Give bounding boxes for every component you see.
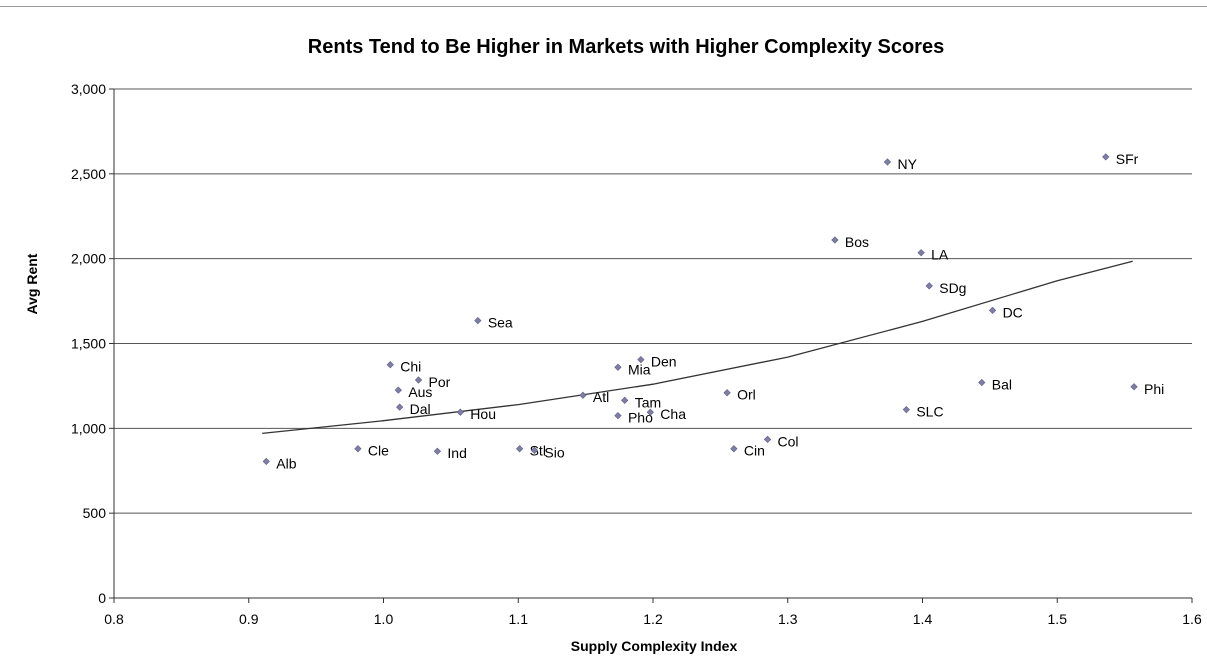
x-tick-label: 0.8 xyxy=(104,611,124,627)
data-point-marker xyxy=(763,435,772,443)
y-tick-label: 3,000 xyxy=(71,81,106,97)
data-point-marker xyxy=(579,391,587,399)
data-point-label: Ind xyxy=(447,445,466,461)
x-tick-label: 1.6 xyxy=(1182,611,1202,627)
y-axis-title: Avg Rent xyxy=(24,253,40,314)
data-point-label: Atl xyxy=(593,389,609,405)
data-point-label: SLC xyxy=(916,404,943,420)
data-point-label: NY xyxy=(897,156,917,172)
y-tick-label: 2,000 xyxy=(71,251,106,267)
y-tick-label: 0 xyxy=(98,590,106,606)
x-axis-title: Supply Complexity Index xyxy=(571,638,738,654)
data-point-label: SDg xyxy=(939,280,966,296)
data-point-label: Stl xyxy=(530,443,546,459)
data-point-marker xyxy=(730,445,738,453)
data-point-marker xyxy=(474,316,482,325)
data-point-marker xyxy=(262,457,270,466)
data-point-marker xyxy=(925,282,933,290)
data-point-label: LA xyxy=(931,247,949,263)
data-point-label: Pho xyxy=(628,410,653,426)
data-point-label: Hou xyxy=(470,406,496,422)
data-point-marker xyxy=(621,396,629,404)
data-point-marker xyxy=(646,408,654,416)
x-tick-label: 0.9 xyxy=(239,611,259,627)
y-tick-label: 2,500 xyxy=(71,166,106,182)
data-point-marker xyxy=(433,447,442,455)
data-point-label: Bal xyxy=(992,377,1012,393)
data-point-label: SFr xyxy=(1116,151,1139,167)
data-point-marker xyxy=(386,361,394,369)
x-tick-label: 1.5 xyxy=(1048,611,1068,627)
data-point-marker xyxy=(614,411,622,420)
x-tick-label: 1.2 xyxy=(643,611,663,627)
data-point-marker xyxy=(902,406,910,414)
data-point-label: Por xyxy=(429,374,451,390)
data-point-label: Col xyxy=(778,433,799,449)
y-tick-label: 500 xyxy=(83,505,107,521)
data-point-label: DC xyxy=(1003,304,1023,320)
data-point-label: Chi xyxy=(400,359,421,375)
x-tick-label: 1.4 xyxy=(913,611,933,627)
top-divider xyxy=(0,6,1207,7)
data-point-label: Dal xyxy=(410,401,431,417)
x-tick-label: 1.0 xyxy=(374,611,394,627)
data-point-label: Den xyxy=(651,354,677,370)
x-tick-label: 1.1 xyxy=(509,611,529,627)
data-point-marker xyxy=(1130,383,1138,391)
data-point-label: Cle xyxy=(368,443,389,459)
data-point-label: Aus xyxy=(408,384,432,400)
data-point-marker xyxy=(637,355,645,364)
data-point-label: Alb xyxy=(276,455,296,471)
data-point-marker xyxy=(1102,153,1110,161)
chart-title: Rents Tend to Be Higher in Markets with … xyxy=(308,36,944,58)
data-point-label: Sio xyxy=(544,444,564,460)
data-point-marker xyxy=(917,249,925,257)
data-point-marker xyxy=(515,445,524,453)
y-tick-label: 1,500 xyxy=(71,336,106,352)
data-point-marker xyxy=(396,403,404,411)
data-point-label: Phi xyxy=(1144,381,1164,397)
axes: 0 500 1,000 1,500 2,000 2,500 3,000 0.8 0.9 1.0 1.… xyxy=(71,81,1202,627)
data-point-marker xyxy=(530,446,539,455)
data-point-label: Mia xyxy=(628,361,651,377)
data-point-label: Sea xyxy=(488,315,513,331)
data-point-marker xyxy=(354,445,362,453)
data-point-label: Bos xyxy=(845,234,869,250)
data-point-marker xyxy=(978,378,986,387)
data-point-marker xyxy=(456,408,464,416)
trendline-group xyxy=(262,260,1133,435)
data-point-label: Cha xyxy=(660,406,686,422)
data-point-marker xyxy=(831,236,839,244)
data-point-marker xyxy=(883,158,892,166)
data-point-label: Tam xyxy=(635,394,661,410)
data-point-marker xyxy=(394,386,402,394)
data-point-marker xyxy=(988,306,997,315)
trendline xyxy=(262,260,1133,435)
gridlines xyxy=(114,88,1192,514)
data-point-marker xyxy=(614,363,622,371)
y-tick-label: 1,000 xyxy=(71,420,106,436)
x-tick-label: 1.3 xyxy=(778,611,798,627)
data-point-marker xyxy=(414,376,423,384)
data-point-label: Cin xyxy=(744,443,765,459)
data-point-label: Orl xyxy=(737,387,756,403)
data-point-marker xyxy=(723,389,731,397)
